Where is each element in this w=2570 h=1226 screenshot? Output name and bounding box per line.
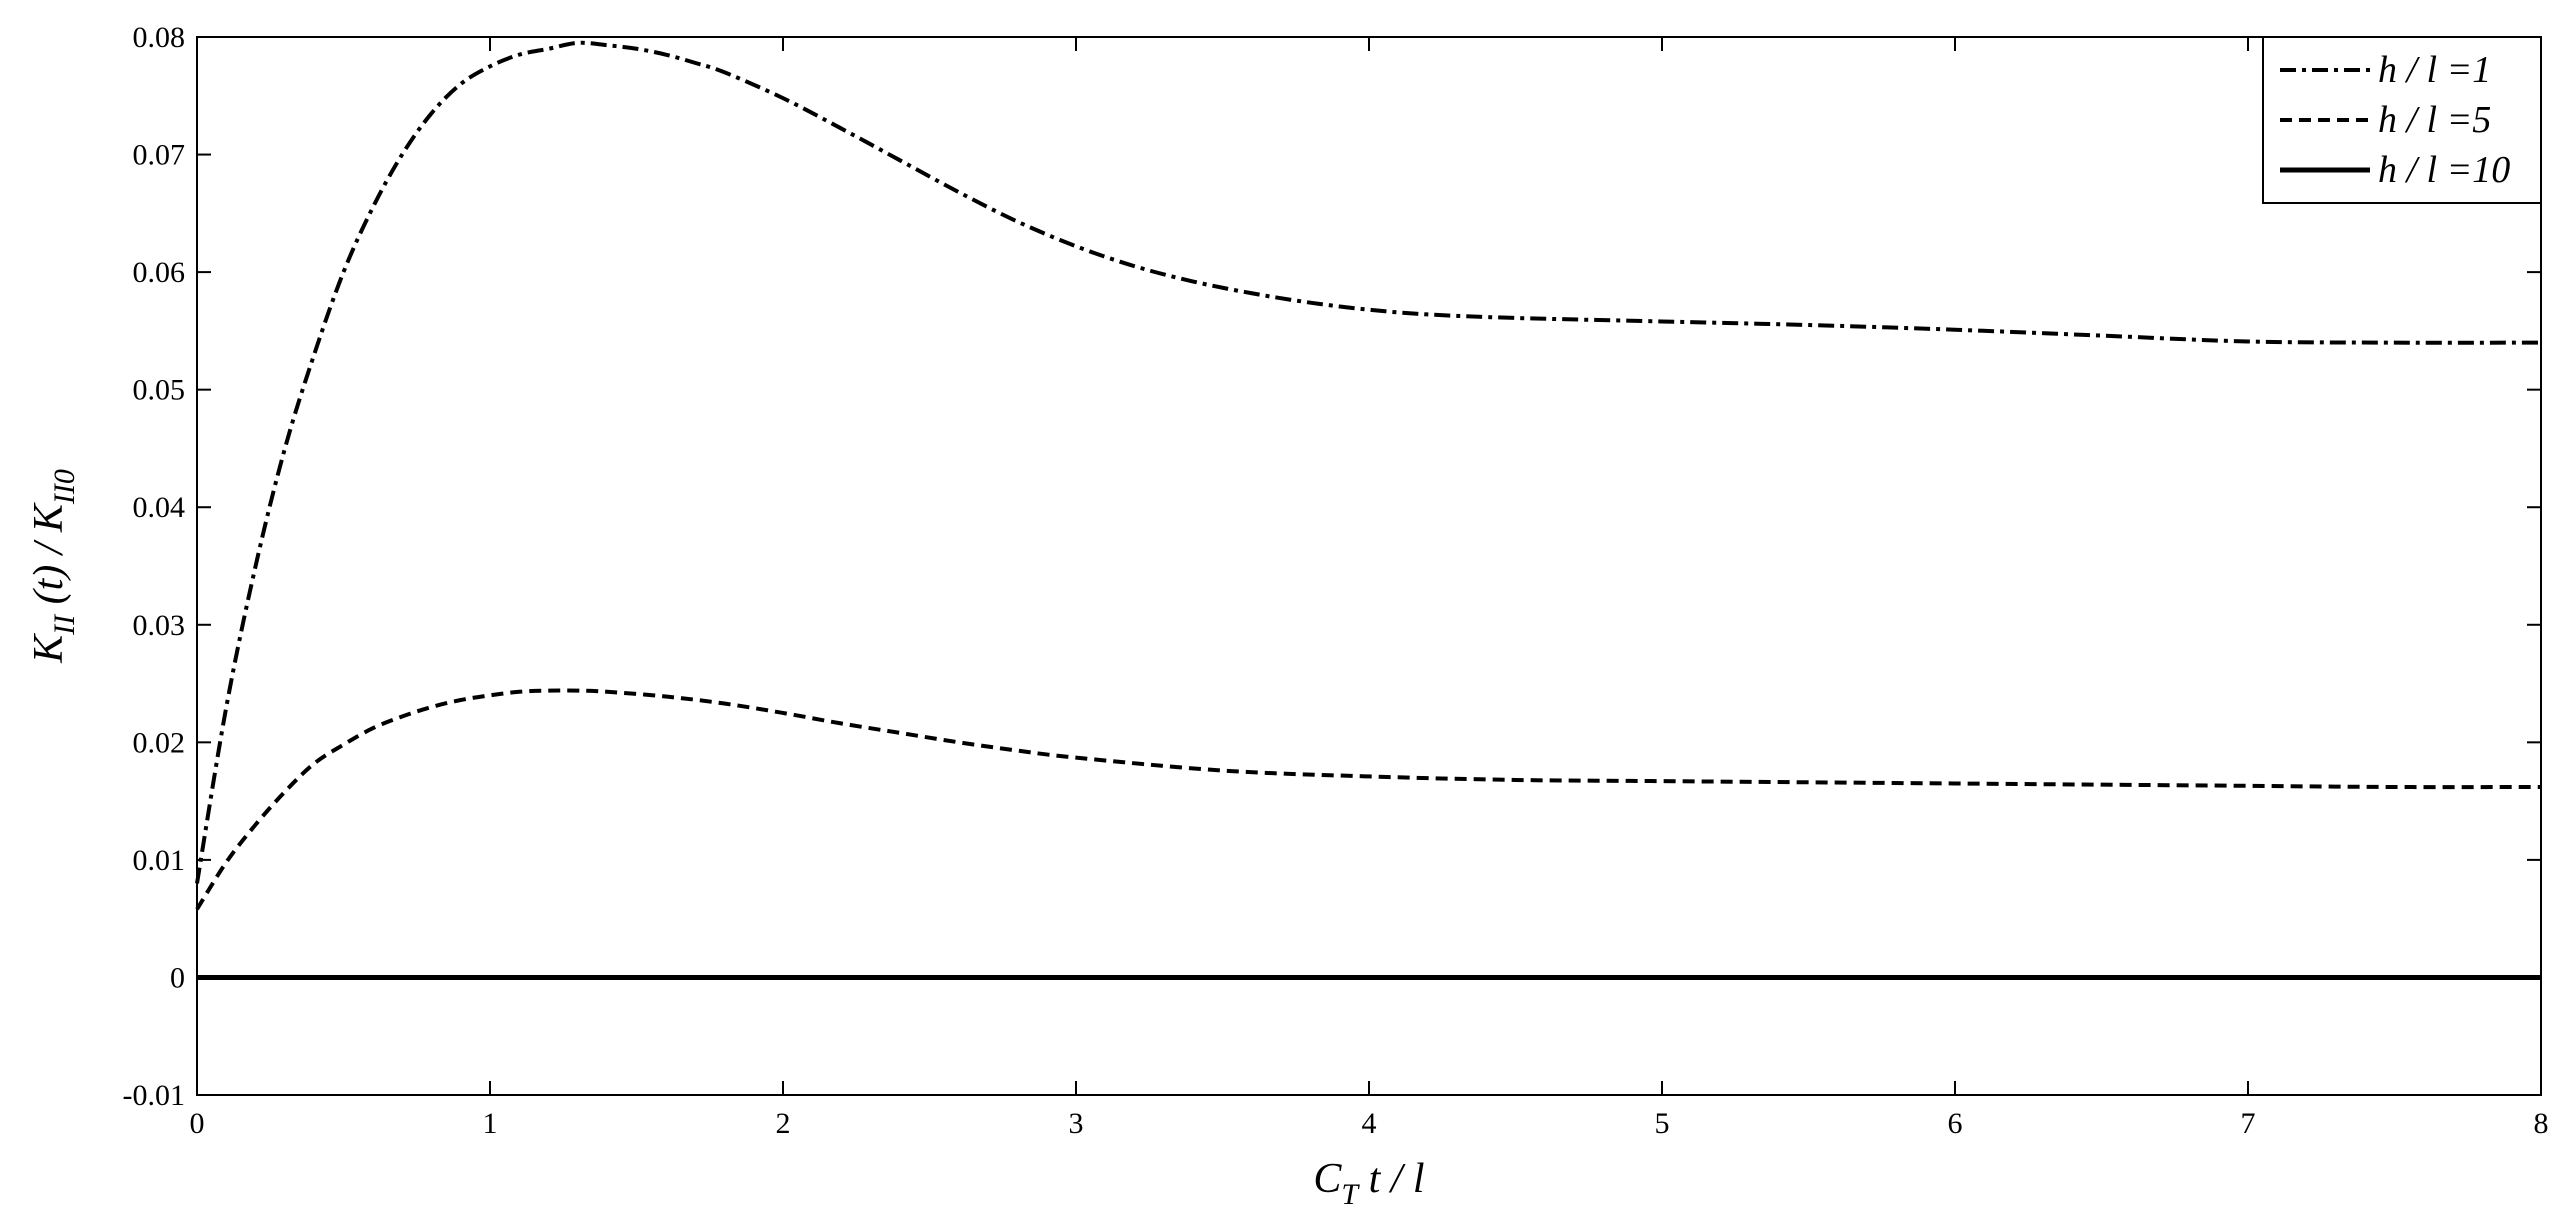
y-tick-label-6: 0.05 <box>133 374 186 407</box>
y-tick-label-8: 0.07 <box>133 139 186 172</box>
legend-label-2: h / l =5 <box>2378 99 2491 141</box>
series-line-2 <box>195 688 2542 911</box>
x-tick-label-8: 8 <box>2534 1107 2549 1140</box>
y-tick-label-1: 0 <box>170 961 185 994</box>
series-line-1 <box>195 40 2542 884</box>
y-tick-label-5: 0.04 <box>133 491 186 524</box>
x-tick-label-4: 4 <box>1362 1107 1377 1140</box>
y-tick-label-0: -0.01 <box>123 1079 186 1112</box>
x-axis-label-main: C <box>1313 1156 1342 1202</box>
y-tick-label-9: 0.08 <box>133 21 186 54</box>
y-axis-label-s2: II0 <box>48 469 81 505</box>
y-axis-label-mid: (t) / K <box>26 502 72 615</box>
y-tick-label-2: 0.01 <box>133 844 186 877</box>
x-tick-label-5: 5 <box>1655 1107 1670 1140</box>
y-tick-label-7: 0.06 <box>133 256 186 289</box>
x-tick-label-0: 0 <box>190 1107 205 1140</box>
series-layer <box>195 40 2542 980</box>
x-tick-label-1: 1 <box>483 1107 498 1140</box>
x-tick-label-3: 3 <box>1069 1107 1084 1140</box>
x-axis-label-sub: T <box>1341 1178 1360 1211</box>
x-tick-label-7: 7 <box>2241 1107 2256 1140</box>
x-axis-label: CT t / l <box>1313 1156 1424 1211</box>
legend: h / l =1 h / l =5 h / l =10 <box>2262 36 2542 204</box>
plot-area <box>196 36 2542 1096</box>
legend-label-1: h / l =1 <box>2378 49 2491 91</box>
y-axis-label: KII (t) / KII0 <box>26 469 81 664</box>
y-tick-label-4: 0.03 <box>133 609 186 642</box>
y-axis-label-k1: K <box>26 633 72 664</box>
ticks: 0 1 2 3 4 5 6 7 8-0.0100.010.020.030.040.050.060… <box>123 21 2549 1140</box>
x-tick-label-6: 6 <box>1948 1107 1963 1140</box>
x-tick-label-2: 2 <box>776 1107 791 1140</box>
y-axis-label-s1: II <box>48 613 81 636</box>
legend-label-3: h / l =10 <box>2378 149 2510 191</box>
x-axis-label-rest: t / l <box>1358 1156 1425 1202</box>
y-tick-label-3: 0.02 <box>133 726 186 759</box>
